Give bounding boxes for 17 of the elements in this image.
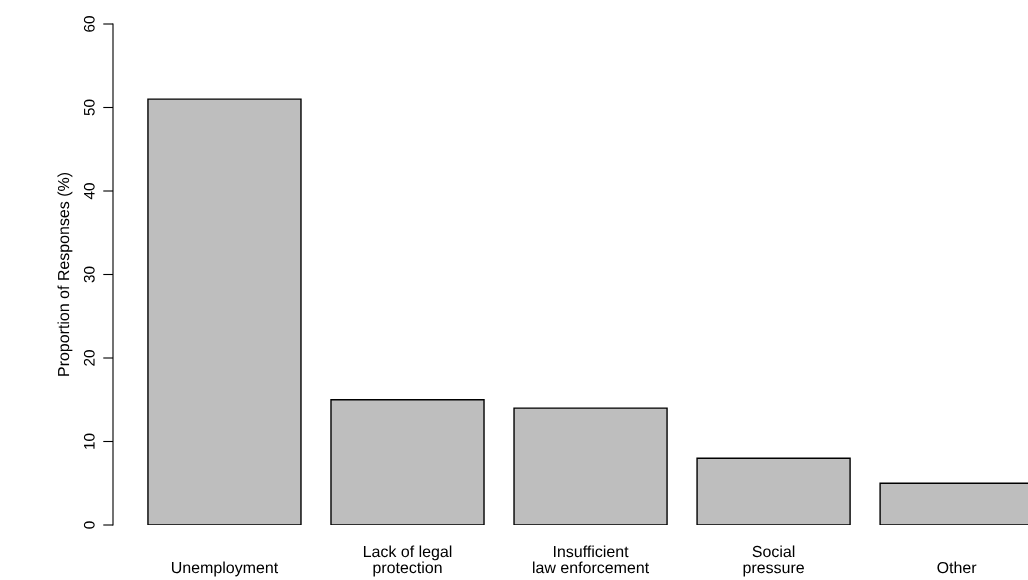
bar bbox=[330, 399, 485, 525]
bar bbox=[147, 98, 302, 525]
x-tick-label: Insufficient law enforcement bbox=[533, 545, 650, 574]
bar bbox=[513, 407, 668, 525]
bar bbox=[696, 457, 851, 525]
y-tick-label: 0 bbox=[83, 521, 95, 529]
x-tick-label: Social pressure bbox=[743, 545, 804, 577]
y-tick-label: 60 bbox=[83, 16, 95, 32]
x-tick-label: Lack of legal protection bbox=[363, 545, 452, 577]
y-tick-label: 50 bbox=[83, 99, 95, 116]
y-tick-label: 20 bbox=[83, 350, 95, 366]
y-tick-label: 30 bbox=[83, 266, 95, 283]
x-tick-label: Unemployment bbox=[172, 561, 279, 577]
y-tick-label: 40 bbox=[83, 183, 95, 200]
x-tick-label: Other bbox=[937, 561, 977, 574]
y-tick-label: 10 bbox=[83, 433, 95, 449]
y-axis-title: Proportion of Responses (%) bbox=[57, 172, 73, 376]
